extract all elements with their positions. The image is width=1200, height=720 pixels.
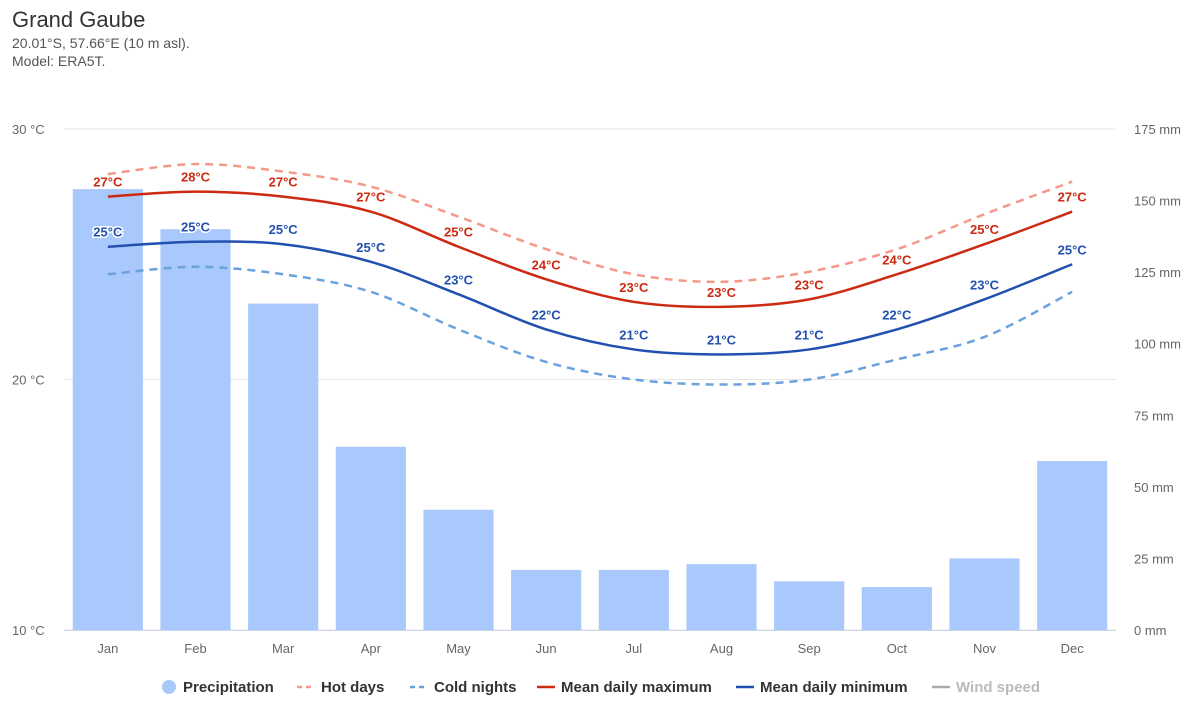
mean-daily-minimum-data-label: 21°C (707, 332, 737, 347)
mean-daily-maximum-data-label: 27°C (93, 175, 123, 190)
precipitation-bar (686, 564, 757, 630)
right-axis-tick-label: 25 mm (1134, 551, 1174, 566)
mean-daily-minimum-line (107, 240, 1073, 356)
mean-daily-maximum-data-label: 28°C (181, 170, 211, 185)
x-axis-tick-label: Jun (536, 641, 557, 656)
mean-daily-maximum-data-label: 27°C (269, 175, 299, 190)
legend-item-precipitation[interactable]: Precipitation (162, 679, 274, 696)
data-labels: 27°C 28°C 27°C 27°C 25°C 24°C 23°C 23°C 23°C 24°C… (92, 168, 1089, 349)
mean-daily-minimum-data-label: 25°C (93, 225, 123, 240)
left-axis-tick-label: 20 °C (12, 373, 45, 388)
x-axis-tick-label: Apr (361, 641, 382, 656)
legend-label: Mean daily minimum (760, 679, 908, 696)
legend-item-wind-speed[interactable]: Wind speed (932, 679, 1040, 696)
x-axis-tick-label: Jul (626, 641, 643, 656)
mean-daily-minimum-data-label: 25°C (1058, 242, 1088, 257)
legend-item-mean-daily-maximum[interactable]: Mean daily maximum (537, 679, 712, 696)
precipitation-bar (160, 229, 231, 630)
right-axis: 0 mm 25 mm 50 mm 75 mm 100 mm 125 mm 150 mm 175… (1134, 122, 1181, 638)
mean-daily-minimum-data-label: 25°C (269, 222, 299, 237)
x-axis-tick-label: Feb (184, 641, 206, 656)
x-axis: Jan Feb Mar Apr May Jun Jul Aug Sep Oct Nov Dec (64, 630, 1116, 656)
legend-item-cold-nights[interactable]: Cold nights (410, 679, 517, 696)
mean-daily-minimum-data-label: 22°C (532, 307, 562, 322)
mean-daily-maximum-data-label: 25°C (970, 222, 1000, 237)
chart-coordinates: 20.01°S, 57.66°E (10 m asl). (12, 35, 190, 51)
left-axis-tick-label: 10 °C (12, 623, 45, 638)
precipitation-bar (598, 569, 669, 630)
temperature-lines (107, 162, 1073, 386)
mean-daily-maximum-data-label: 27°C (356, 190, 386, 205)
mean-daily-minimum-data-label: 25°C (181, 220, 211, 235)
precipitation-bar (72, 189, 143, 630)
mean-daily-minimum-data-label: 22°C (882, 307, 912, 322)
x-axis-tick-label: Mar (272, 641, 295, 656)
x-axis-tick-label: May (446, 641, 471, 656)
legend-label: Mean daily maximum (561, 679, 712, 696)
right-axis-tick-label: 175 mm (1134, 122, 1181, 137)
mean-daily-maximum-data-label: 27°C (1058, 190, 1088, 205)
left-axis: 10 °C 20 °C 30 °C (12, 122, 45, 638)
right-axis-tick-label: 100 mm (1134, 337, 1181, 352)
x-axis-tick-label: Oct (887, 641, 908, 656)
chart-header: Grand Gaube 20.01°S, 57.66°E (10 m asl).… (12, 6, 190, 70)
mean-daily-minimum-data-label: 21°C (795, 327, 825, 342)
chart-model: Model: ERA5T. (12, 53, 106, 69)
left-axis-tick-label: 30 °C (12, 122, 45, 137)
legend: Precipitation Hot days Cold nights Mean dai… (162, 679, 1040, 696)
cold-nights-line (107, 265, 1073, 386)
mean-daily-minimum-data-label: 21°C (619, 327, 649, 342)
x-axis-tick-label: Aug (710, 641, 733, 656)
precipitation-bar (861, 587, 932, 630)
precipitation-bar (511, 569, 582, 630)
precipitation-bars (72, 189, 1108, 630)
hot-days-line (107, 162, 1073, 284)
x-axis-tick-label: Nov (973, 641, 997, 656)
legend-label: Precipitation (183, 679, 274, 696)
mean-daily-minimum-data-label: 23°C (970, 277, 1000, 292)
mean-daily-maximum-line (107, 190, 1073, 309)
x-axis-tick-label: Dec (1061, 641, 1085, 656)
mean-daily-maximum-data-label: 23°C (795, 277, 825, 292)
mean-daily-maximum-data-label: 24°C (882, 252, 912, 267)
chart-title: Grand Gaube (12, 7, 146, 32)
legend-label: Hot days (321, 679, 384, 696)
right-axis-tick-label: 0 mm (1134, 623, 1167, 638)
x-axis-tick-label: Jan (97, 641, 118, 656)
mean-daily-maximum-data-label: 25°C (444, 225, 474, 240)
mean-daily-minimum-data-label: 25°C (356, 240, 386, 255)
precipitation-bar (949, 558, 1020, 630)
x-axis-tick-label: Sep (798, 641, 821, 656)
mean-daily-maximum-data-label: 23°C (707, 285, 737, 300)
mean-daily-maximum-data-label: 23°C (619, 280, 649, 295)
mean-daily-maximum-data-label: 24°C (532, 257, 562, 272)
legend-label: Wind speed (956, 679, 1040, 696)
right-axis-tick-label: 75 mm (1134, 408, 1174, 423)
precipitation-bar (248, 303, 319, 630)
right-axis-tick-label: 125 mm (1134, 265, 1181, 280)
precipitation-bar (335, 446, 406, 630)
legend-item-hot-days[interactable]: Hot days (297, 679, 384, 696)
right-axis-tick-label: 50 mm (1134, 480, 1174, 495)
legend-dot-icon (162, 680, 176, 694)
precipitation-bar (774, 581, 845, 630)
legend-item-mean-daily-minimum[interactable]: Mean daily minimum (736, 679, 908, 696)
precipitation-bar (1037, 461, 1108, 630)
precipitation-bar (423, 509, 494, 630)
right-axis-tick-label: 150 mm (1134, 194, 1181, 209)
mean-daily-minimum-data-label: 23°C (444, 272, 474, 287)
legend-label: Cold nights (434, 679, 517, 696)
